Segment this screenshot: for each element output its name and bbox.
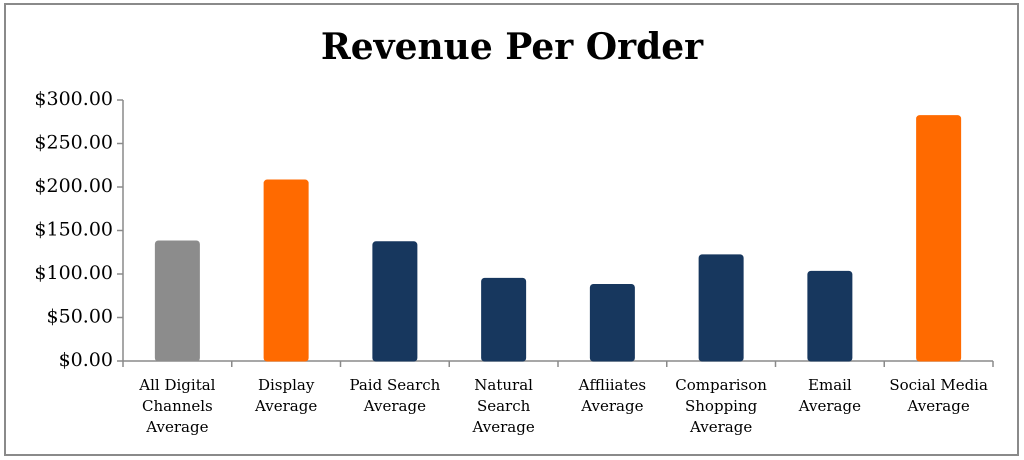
chart-title: Revenue Per Order bbox=[321, 26, 704, 68]
y-tick-label: $100.00 bbox=[34, 262, 113, 284]
x-tick-label: Social Media Average bbox=[889, 376, 988, 415]
bar bbox=[916, 115, 962, 362]
bar bbox=[263, 179, 309, 362]
x-tick-label: Paid Search Average bbox=[349, 376, 441, 415]
bar bbox=[372, 241, 418, 362]
bar bbox=[807, 270, 853, 362]
y-tick-label: $0.00 bbox=[59, 349, 113, 371]
x-tick-label: Affliiates Average bbox=[578, 376, 647, 415]
y-tick-label: $250.00 bbox=[34, 132, 113, 154]
x-tick-label: Display Average bbox=[255, 376, 318, 415]
x-tick-label: Email Average bbox=[798, 376, 861, 415]
bar bbox=[589, 283, 635, 362]
chart-border bbox=[4, 3, 1019, 456]
y-tick-label: $50.00 bbox=[47, 306, 113, 328]
y-tick-label: $200.00 bbox=[34, 175, 113, 197]
bar bbox=[481, 277, 527, 362]
bar bbox=[154, 240, 200, 362]
bar bbox=[698, 254, 744, 362]
y-tick-label: $150.00 bbox=[34, 219, 113, 241]
y-tick-label: $300.00 bbox=[34, 88, 113, 110]
x-tick-label: Comparison Shopping Average bbox=[675, 376, 767, 436]
x-tick-label: Natural Search Average bbox=[472, 376, 535, 436]
x-tick-label: All Digital Channels Average bbox=[139, 376, 216, 436]
